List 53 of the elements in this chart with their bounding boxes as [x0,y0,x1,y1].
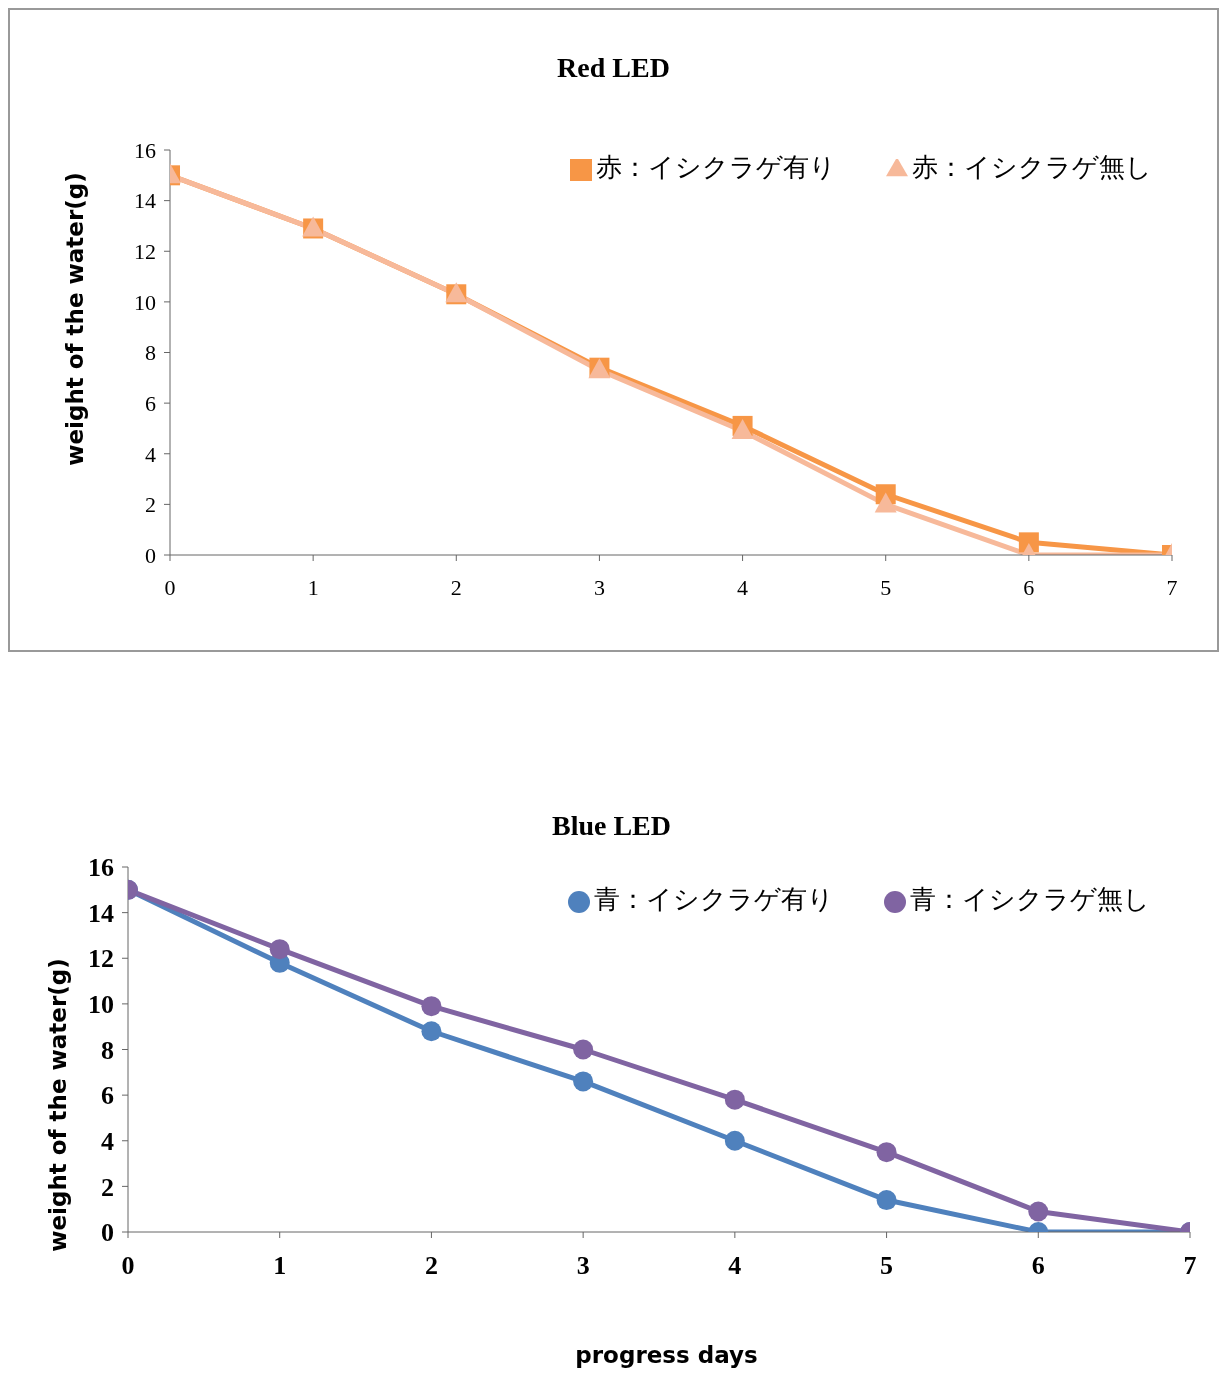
legend-label: 赤：イシクラゲ無し [912,153,1152,182]
x-tick-label: 6 [1023,574,1035,600]
point [269,939,290,960]
point [421,996,442,1017]
point [724,1089,745,1110]
y-tick-label: 8 [145,340,156,366]
x-axis-title: progress days [574,1342,759,1368]
x-tick-label: 2 [450,574,462,600]
y-tick-label: 0 [145,542,156,568]
x-tick-label: 5 [880,574,892,600]
point [874,492,897,513]
x-tick-label: 5 [880,1251,894,1281]
y-tick-label: 0 [101,1218,114,1248]
y-tick-label: 2 [101,1172,114,1202]
point [1028,1201,1049,1222]
legend-label: 青：イシクラゲ有り [594,885,834,914]
y-tick-label: 10 [88,990,114,1020]
x-tick-label: 3 [576,1251,590,1281]
y-tick-label: 2 [145,492,156,518]
y-axis-title: weight of the water(g) [62,171,88,468]
x-tick-label: 6 [1031,1251,1045,1281]
x-tick-label: 1 [307,574,319,600]
x-tick-label: 2 [424,1251,438,1281]
y-tick-label: 14 [134,188,156,214]
chart-title: Red LED [556,52,671,84]
point [573,1071,594,1092]
point [421,1021,442,1042]
y-tick-label: 4 [145,441,156,467]
y-tick-label: 6 [145,390,156,416]
point [876,1142,897,1163]
x-tick-label: 3 [593,574,605,600]
y-tick-label: 12 [134,239,156,265]
x-tick-label: 0 [164,574,176,600]
y-tick-label: 10 [134,289,156,315]
legend-label: 青：イシクラゲ無し [910,885,1150,914]
y-tick-label: 16 [134,137,156,163]
x-tick-label: 7 [1166,574,1178,600]
y-tick-label: 12 [88,944,114,974]
chart-title: Blue LED [551,810,672,842]
y-tick-label: 14 [88,898,114,928]
y-tick-label: 4 [101,1126,114,1156]
point [876,1190,897,1211]
x-tick-label: 1 [273,1251,287,1281]
x-tick-label: 7 [1183,1251,1197,1281]
point [724,1130,745,1151]
point [573,1039,594,1060]
y-tick-label: 6 [101,1081,114,1111]
y-axis-title: weight of the water(g) [45,957,71,1254]
x-tick-label: 4 [737,574,749,600]
legend-label: 赤：イシクラゲ有り [596,153,836,182]
y-tick-label: 16 [88,853,114,883]
x-tick-label: 4 [728,1251,742,1281]
y-tick-label: 8 [101,1035,114,1065]
